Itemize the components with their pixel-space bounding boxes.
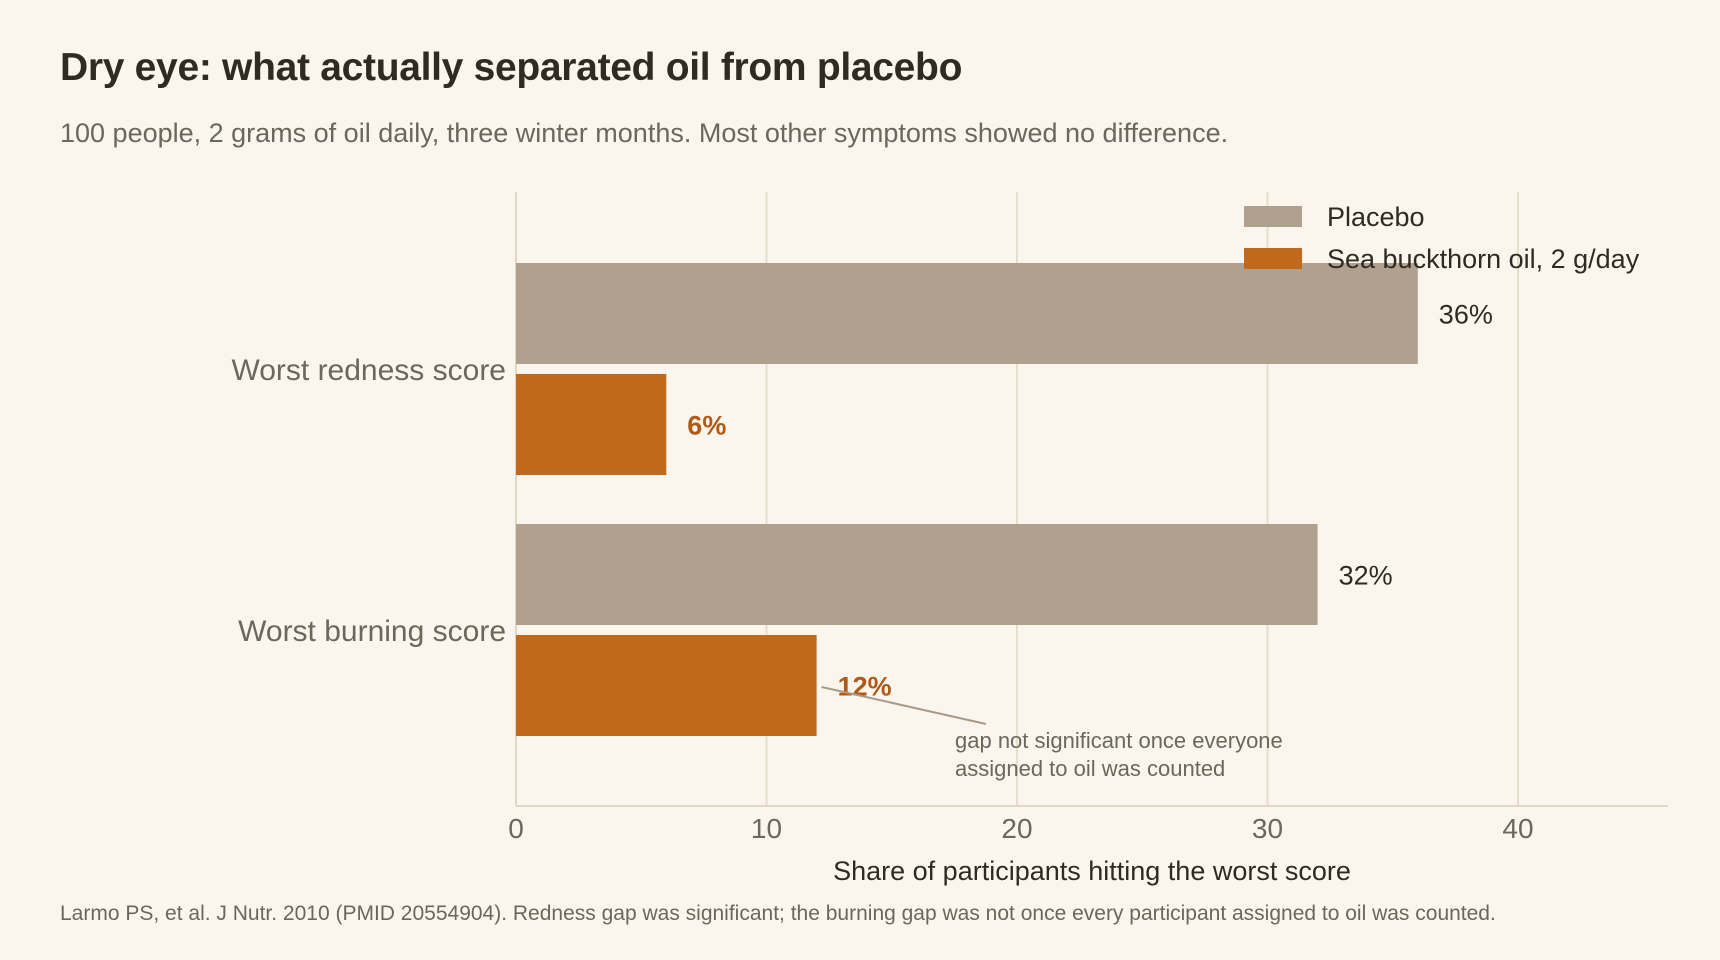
legend-label: Sea buckthorn oil, 2 g/day [1327,244,1640,274]
x-axis-title: Share of participants hitting the worst … [833,856,1351,886]
chart-title: Dry eye: what actually separated oil fro… [60,46,963,89]
legend-label: Placebo [1327,202,1425,232]
legend-swatch [1244,206,1302,227]
bar [516,263,1418,364]
category-label: Worst burning score [238,615,506,648]
chart-subtitle: 100 people, 2 grams of oil daily, three … [60,118,1229,148]
annotation-leader-line [821,686,987,725]
x-tick-label: 40 [1502,813,1533,844]
source-note: Larmo PS, et al. J Nutr. 2010 (PMID 2055… [60,902,1496,925]
annotation-text: assigned to oil was counted [955,756,1225,781]
x-tick-label: 20 [1001,813,1032,844]
annotation-text: gap not significant once everyone [955,728,1283,753]
bar-value-label: 6% [687,411,726,441]
x-tick-label: 30 [1252,813,1283,844]
x-tick-label: 0 [508,813,524,844]
x-tick-label: 10 [751,813,782,844]
bar [516,374,667,475]
bar-value-label: 32% [1339,561,1393,591]
bar-value-label: 36% [1439,300,1493,330]
bar [516,635,817,736]
bar [516,524,1318,625]
legend-swatch [1244,248,1302,269]
category-label: Worst redness score [231,354,506,387]
